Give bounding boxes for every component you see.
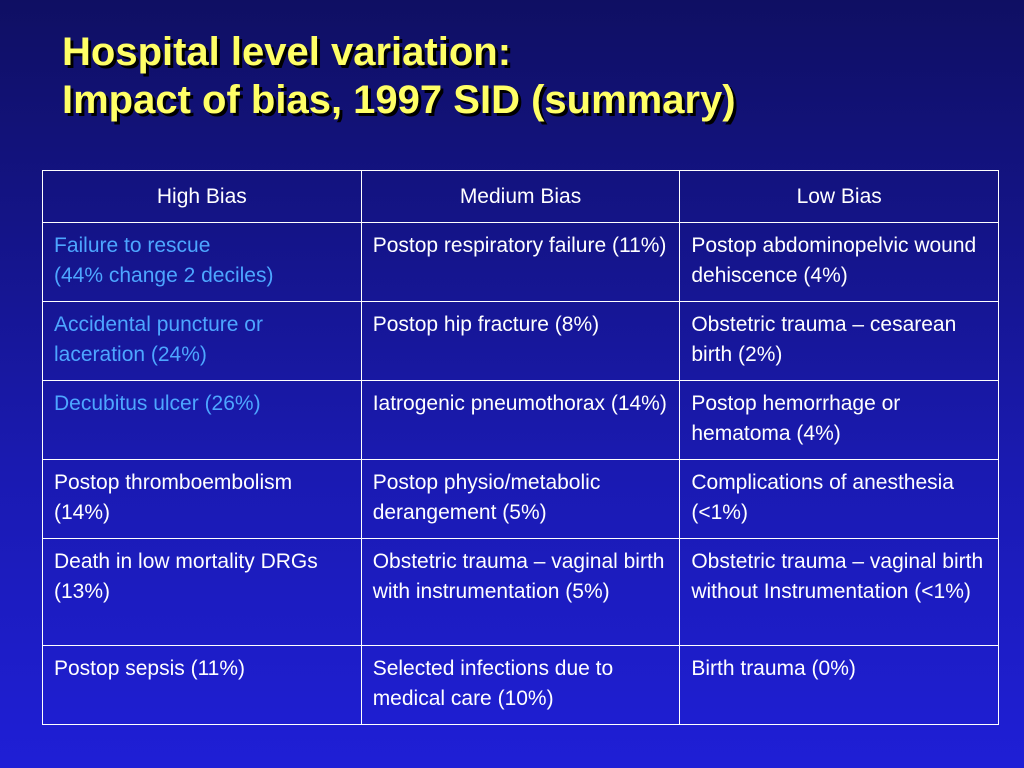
cell-medium-bias: Selected infections due to medical care … — [360, 645, 681, 725]
slide-title-line-2: Impact of bias, 1997 SID (summary) — [62, 78, 736, 122]
table-row: Failure to rescue (44% change 2 deciles)… — [42, 222, 999, 302]
cell-high-bias: Postop sepsis (11%) — [42, 645, 362, 725]
table-row: Death in low mortality DRGs (13%) Obstet… — [42, 538, 999, 646]
cell-medium-bias: Obstetric trauma – vaginal birth with in… — [360, 538, 681, 646]
slide-title-line-1: Hospital level variation: — [62, 30, 512, 74]
cell-low-bias: Postop hemorrhage or hematoma (4%) — [679, 380, 999, 460]
cell-low-bias: Obstetric trauma – cesarean birth (2%) — [679, 301, 999, 381]
cell-high-bias: Failure to rescue (44% change 2 deciles) — [42, 222, 362, 302]
cell-medium-bias: Postop respiratory failure (11%) — [360, 222, 681, 302]
table-row: Postop thromboembolism (14%) Postop phys… — [42, 459, 999, 539]
bias-table: High Bias Medium Bias Low Bias Failure t… — [42, 170, 999, 725]
header-medium-bias: Medium Bias — [360, 170, 681, 223]
cell-medium-bias: Iatrogenic pneumothorax (14%) — [360, 380, 681, 460]
cell-high-bias: Decubitus ulcer (26%) — [42, 380, 362, 460]
cell-high-bias: Death in low mortality DRGs (13%) — [42, 538, 362, 646]
cell-medium-bias: Postop hip fracture (8%) — [360, 301, 681, 381]
cell-medium-bias: Postop physio/metabolic derangement (5%) — [360, 459, 681, 539]
table-row: Postop sepsis (11%) Selected infections … — [42, 645, 999, 725]
cell-low-bias: Birth trauma (0%) — [679, 645, 999, 725]
header-low-bias: Low Bias — [679, 170, 999, 223]
table-row: Decubitus ulcer (26%) Iatrogenic pneumot… — [42, 380, 999, 460]
cell-low-bias: Postop abdominopelvic wound dehiscence (… — [679, 222, 999, 302]
header-high-bias: High Bias — [42, 170, 362, 223]
table-row: Accidental puncture or laceration (24%) … — [42, 301, 999, 381]
cell-low-bias: Obstetric trauma – vaginal birth without… — [679, 538, 999, 646]
cell-high-bias: Accidental puncture or laceration (24%) — [42, 301, 362, 381]
cell-low-bias: Complications of anesthesia (<1%) — [679, 459, 999, 539]
table-header-row: High Bias Medium Bias Low Bias — [42, 170, 999, 223]
slide-title: Hospital level variation: Impact of bias… — [62, 28, 736, 124]
cell-high-bias: Postop thromboembolism (14%) — [42, 459, 362, 539]
